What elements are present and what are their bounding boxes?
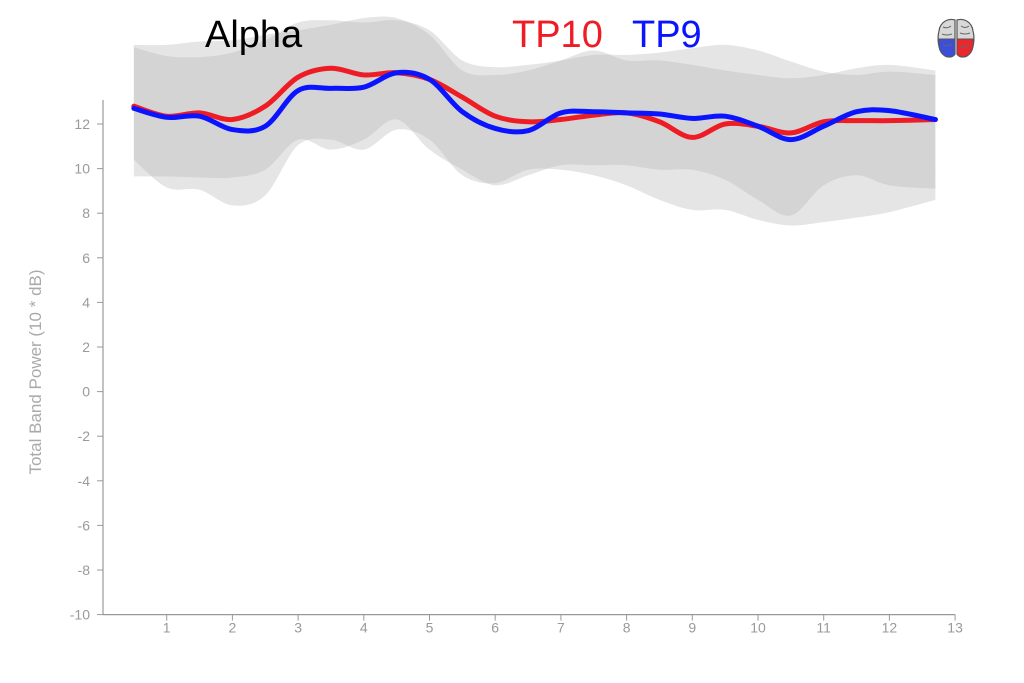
y-tick-label: 10: [74, 161, 90, 177]
y-tick-label: -4: [78, 473, 91, 489]
x-tick-label: 9: [688, 620, 696, 636]
line-tp9: [131, 69, 938, 143]
y-tick-label: -2: [78, 428, 91, 444]
line-tp10: [131, 65, 938, 140]
y-tick-label: 2: [82, 339, 90, 355]
x-tick-label: 7: [557, 620, 565, 636]
x-tick-label: 6: [491, 620, 499, 636]
y-tick-label: 12: [74, 116, 90, 132]
y-tick-label: -8: [78, 562, 91, 578]
y-tick-label: -6: [78, 517, 91, 533]
x-tick-label: 2: [229, 620, 237, 636]
y-tick-label: 8: [82, 205, 90, 221]
y-tick-label: 6: [82, 250, 90, 266]
x-tick-label: 10: [750, 620, 766, 636]
chart-title: Alpha: [205, 14, 303, 56]
x-tick-label: 5: [426, 620, 434, 636]
y-tick-label: 4: [82, 294, 90, 310]
legend-tp10: TP10: [512, 14, 603, 56]
x-tick-label: 8: [623, 620, 631, 636]
x-tick-label: 3: [294, 620, 302, 636]
legend-tp9: TP9: [632, 14, 702, 56]
y-tick-label: -10: [70, 607, 90, 623]
y-tick-label: 0: [82, 384, 90, 400]
x-tick-label: 4: [360, 620, 368, 636]
x-tick-label: 12: [882, 620, 898, 636]
brain-icon: [936, 17, 976, 64]
series-lines: [131, 65, 938, 143]
y-axis-label: Total Band Power (10 * dB): [26, 269, 45, 475]
x-tick-label: 11: [816, 620, 831, 636]
x-tick-label: 13: [947, 620, 963, 636]
x-tick-label: 1: [163, 620, 171, 636]
